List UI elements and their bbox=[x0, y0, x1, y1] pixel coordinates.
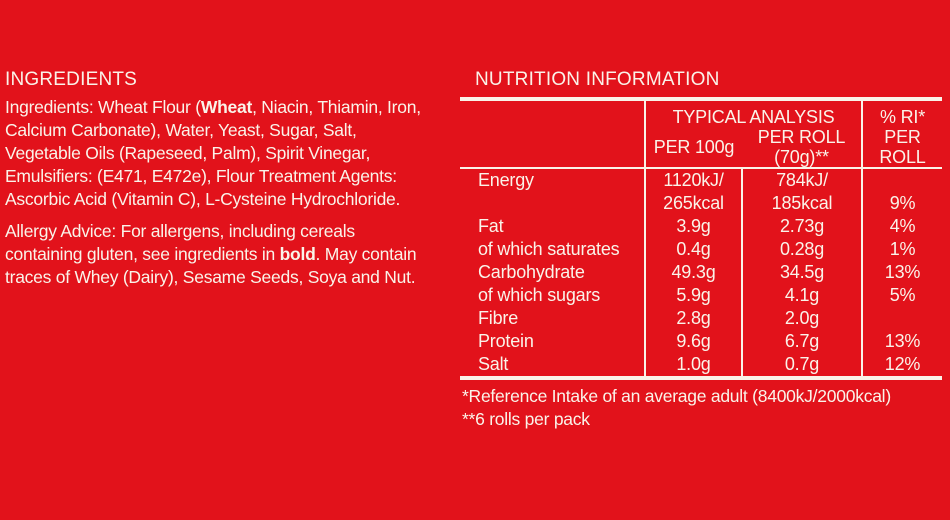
nutrient-label: Fat bbox=[460, 215, 646, 238]
per-100g-value: 1.0g bbox=[645, 353, 743, 378]
ingredients-section: INGREDIENTS Ingredients: Wheat Flour (Wh… bbox=[5, 69, 457, 289]
ri-value: 9% bbox=[889, 193, 916, 213]
ri-per-roll-header: % RI* PER ROLL bbox=[862, 99, 942, 169]
nutrient-row-protein: Protein 9.6g 6.7g 13% bbox=[460, 330, 942, 353]
nutrient-label: of which sugars bbox=[460, 284, 646, 307]
nutrient-row-fibre: Fibre 2.8g 2.0g bbox=[460, 307, 942, 330]
per-100g-value: 0.4g bbox=[645, 238, 743, 261]
ri-value bbox=[862, 307, 942, 330]
per-roll-value: 0.28g bbox=[742, 238, 863, 261]
nutrient-row-salt: Salt 1.0g 0.7g 12% bbox=[460, 353, 942, 378]
per-100g-value: 9.6g bbox=[645, 330, 743, 353]
nutrient-label: Protein bbox=[460, 330, 646, 353]
nutrient-label: Fibre bbox=[460, 307, 646, 330]
typical-analysis-header: TYPICAL ANALYSIS bbox=[645, 99, 863, 127]
nutrient-label: Carbohydrate bbox=[460, 261, 646, 284]
per-roll-value: 2.0g bbox=[742, 307, 863, 330]
nutrition-table: TYPICAL ANALYSIS % RI* PER ROLL PER 100g… bbox=[460, 97, 942, 380]
per-100g-value: 2.8g bbox=[645, 307, 743, 330]
ri-value: 13% bbox=[884, 262, 921, 282]
reference-intake-footnote: *Reference Intake of an average adult (8… bbox=[462, 386, 891, 406]
per-100g-value: 5.9g bbox=[645, 284, 743, 307]
nutrient-row-saturates: of which saturates 0.4g 0.28g 1% bbox=[460, 238, 942, 261]
per-roll-value: 4.1g bbox=[742, 284, 863, 307]
per-100g-value: 3.9g bbox=[645, 215, 743, 238]
per-roll-value: 34.5g bbox=[742, 261, 863, 284]
nutrient-row-carbohydrate: Carbohydrate 49.3g 34.5g 13% bbox=[460, 261, 942, 284]
per-roll-value: 0.7g bbox=[742, 353, 863, 378]
ingredients-title: INGREDIENTS bbox=[5, 69, 138, 90]
per-roll-value: 6.7g bbox=[742, 330, 863, 353]
nutrient-label: Salt bbox=[460, 353, 646, 378]
ri-value: 12% bbox=[884, 354, 921, 374]
nutrient-row-fat: Fat 3.9g 2.73g 4% bbox=[460, 215, 942, 238]
ingredients-text: Ingredients: Wheat Flour (Wheat, Niacin,… bbox=[5, 97, 421, 209]
nutrient-label: Energy bbox=[460, 168, 646, 215]
allergy-advice-text: Allergy Advice: For allergens, including… bbox=[5, 221, 417, 287]
ri-value: 13% bbox=[884, 331, 921, 351]
per-roll-value: 784kJ/ 185kcal bbox=[742, 168, 863, 215]
per-100g-value: 49.3g bbox=[645, 261, 743, 284]
per-roll-header: PER ROLL (70g)** bbox=[742, 127, 863, 169]
per-roll-value: 2.73g bbox=[742, 215, 863, 238]
header-empty-cell bbox=[460, 99, 646, 169]
per-100g-header: PER 100g bbox=[645, 127, 742, 169]
nutrient-row-energy: Energy 1120kJ/ 265kcal 784kJ/ 185kcal 9% bbox=[460, 168, 942, 215]
nutrient-label: of which saturates bbox=[460, 238, 646, 261]
nutrition-section: NUTRITION INFORMATION TYPICAL ANALYSIS %… bbox=[460, 69, 942, 431]
nutrient-row-sugars: of which sugars 5.9g 4.1g 5% bbox=[460, 284, 942, 307]
ri-value: 1% bbox=[889, 239, 916, 259]
ri-value: 4% bbox=[889, 216, 916, 236]
per-100g-value: 1120kJ/ 265kcal bbox=[645, 168, 743, 215]
rolls-per-pack-footnote: **6 rolls per pack bbox=[462, 409, 590, 429]
ri-value: 5% bbox=[889, 285, 916, 305]
nutrition-title: NUTRITION INFORMATION bbox=[475, 69, 720, 90]
